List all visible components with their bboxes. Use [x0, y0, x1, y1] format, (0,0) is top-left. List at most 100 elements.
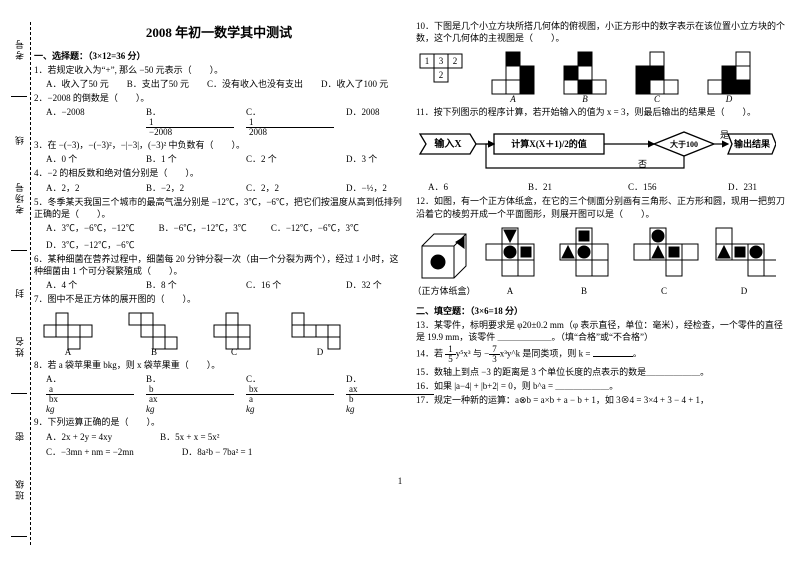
opt: A．3℃，−6℃，−12℃: [46, 221, 135, 234]
opt: A．6: [428, 180, 510, 193]
q13: 13．某零件，标明要求是 φ20±0.2 mm（φ 表示直径，单位：毫米），经检…: [416, 319, 786, 343]
right-column: 10．下图是几个小立方块所搭几何体的俯视图，小正方形中的数字表示在该位置小立方块…: [416, 18, 786, 460]
q6: 6．某种细菌在营养过程中，细菌每 20 分钟分裂一次（由一个分裂为两个），经过 …: [34, 253, 404, 277]
label-name: 姓名: [13, 335, 26, 357]
left-column: 2008 年初一数学其中测试 一、选择题：（3×12=36 分） 1．若规定收入…: [34, 18, 404, 460]
q4-options: A．2，2 B．−2，2 C．2，2 D．−½，2: [46, 181, 404, 194]
opt: B．1−2008: [146, 105, 228, 137]
svg-text:C: C: [231, 347, 237, 357]
opt: B．5x + x = 5x²: [160, 430, 219, 443]
binding-sidebar: 考号 线 考场号 封 姓名 密 班级: [6, 20, 32, 555]
svg-text:计算X(X＋1)/2的值: 计算X(X＋1)/2的值: [511, 138, 587, 149]
opt: B．−2，2: [146, 181, 228, 194]
opt: B．支出了50 元: [127, 77, 189, 90]
label-room: 考场号: [13, 181, 26, 214]
q17: 17．规定一种新的运算：a⊗b = a×b + a − b + 1，如 3⊗4 …: [416, 394, 786, 406]
opt: C．bxakg: [246, 372, 328, 414]
svg-text:大于100: 大于100: [670, 139, 698, 149]
cut-label: 封: [13, 287, 26, 298]
opt: A．abxkg: [46, 372, 128, 414]
opt: B．baxkg: [146, 372, 228, 414]
q6-options: A．4 个 B．8 个 C．16 个 D．32 个: [46, 278, 404, 291]
q3-options: A．0 个 B．1 个 C．2 个 D．3 个: [46, 152, 404, 165]
q12: 12．如图，有一个正方体纸盒，在它的三个侧面分别画有三角形、正方形和圆，现用一把…: [416, 195, 786, 219]
opt: C．12008: [246, 105, 328, 137]
label-class: 班级: [13, 478, 26, 500]
opt: C．156: [628, 180, 710, 193]
svg-text:2: 2: [453, 56, 458, 66]
opt: A．−2008: [46, 105, 128, 137]
opt: D．收入了100 元: [321, 77, 388, 90]
opt: D．8a²b − 7ba² = 1: [182, 445, 253, 458]
svg-text:C: C: [654, 94, 661, 104]
opt: D．3℃，−12℃，−6℃: [46, 238, 135, 251]
svg-text:A: A: [507, 286, 514, 296]
opt: A．收入了50 元: [46, 77, 109, 90]
svg-text:（正方体纸盒）: （正方体纸盒）: [416, 285, 476, 296]
q7: 7．图中不是正方体的展开图的（ ）。: [34, 293, 404, 305]
q9-options-row2: C．−3mn + nm = −2mn D．8a²b − 7ba² = 1: [46, 445, 404, 458]
opt: C．没有收入也没有支出: [207, 77, 303, 90]
svg-text:否: 否: [638, 159, 647, 169]
q9-options-row1: A．2x + 2y = 4xy B．5x + x = 5x²: [46, 430, 404, 443]
q8-options: A．abxkg B．baxkg C．bxakg D．axbkg: [46, 372, 404, 414]
opt: C．−12℃，−6℃，3℃: [271, 221, 359, 234]
svg-text:输入X: 输入X: [434, 137, 462, 150]
svg-text:输出结果: 输出结果: [734, 138, 771, 149]
q1-options: A．收入了50 元 B．支出了50 元 C．没有收入也没有支出 D．收入了100…: [46, 77, 404, 90]
q1: 1．若规定收入为“+”, 那么 −50 元表示（ ）。: [34, 64, 404, 76]
q3: 3．在 −(−3)，−(−3)²，−|−3|，(−3)² 中负数有（ ）。: [34, 139, 404, 151]
q5-options: A．3℃，−6℃，−12℃ B．−6℃，−12℃，3℃ C．−12℃，−6℃，3…: [46, 221, 404, 251]
svg-text:1: 1: [425, 56, 430, 66]
cut-label: 密: [13, 430, 26, 441]
q2-options: A．−2008 B．1−2008 C．12008 D．2008: [46, 105, 404, 137]
svg-text:D: D: [317, 347, 324, 357]
svg-text:D: D: [725, 94, 733, 104]
opt: B．21: [528, 180, 610, 193]
q4: 4．−2 的相反数和绝对值分别是（ ）。: [34, 167, 404, 179]
opt: A．2，2: [46, 181, 128, 194]
q5: 5．冬季某天我国三个城市的最高气温分别是 −12℃，3℃，−6℃，把它们按温度从…: [34, 196, 404, 220]
q7-figures: A B C D: [34, 307, 404, 357]
fold-line: [30, 22, 31, 545]
opt: A．0 个: [46, 152, 128, 165]
q16: 16．如果 |a−4| + |b+2| = 0，则 b^a = ＿＿＿＿＿＿。: [416, 380, 786, 392]
svg-text:是: 是: [720, 130, 729, 140]
svg-text:A: A: [509, 94, 516, 104]
svg-text:B: B: [581, 286, 587, 296]
section-1-header: 一、选择题：（3×12=36 分）: [34, 49, 404, 62]
svg-text:C: C: [661, 286, 667, 296]
q11-options: A．6 B．21 C．156 D．231: [428, 180, 786, 193]
opt: C．2，2: [246, 181, 328, 194]
q15: 15．数轴上到点 −3 的距离是 3 个单位长度的点表示的数是＿＿＿＿＿＿。: [416, 366, 786, 378]
q10: 10．下图是几个小立方块所搭几何体的俯视图，小正方形中的数字表示在该位置小立方块…: [416, 20, 786, 44]
svg-text:D: D: [741, 286, 748, 296]
svg-text:B: B: [151, 347, 157, 357]
q2: 2．−2008 的倒数是（ ）。: [34, 92, 404, 104]
svg-text:A: A: [65, 347, 72, 357]
opt: D．231: [728, 180, 800, 193]
opt: B．−6℃，−12℃，3℃: [159, 221, 247, 234]
label-examno: 考号: [13, 38, 26, 60]
q11: 11．按下列图示的程序计算，若开始输入的值为 x = 3，则最后输出的结果是（ …: [416, 106, 786, 118]
q14: 14．若 15y⁵x³ 与 −73x³y^k 是同类项，则 k = 。: [416, 345, 786, 364]
q8: 8．若 a 袋苹果重 bkg，则 x 袋苹果重（ ）。: [34, 359, 404, 371]
svg-text:B: B: [582, 94, 588, 104]
q12-figures: （正方体纸盒） A B C D: [416, 222, 786, 300]
q9: 9．下列运算正确的是（ ）。: [34, 416, 404, 428]
cut-label: 线: [13, 134, 26, 145]
opt: C．2 个: [246, 152, 328, 165]
q10-figures: 1322 A B C D: [416, 46, 786, 104]
opt: B．1 个: [146, 152, 228, 165]
svg-text:3: 3: [439, 56, 444, 66]
opt: A．2x + 2y = 4xy: [46, 430, 112, 443]
svg-text:2: 2: [439, 70, 444, 80]
exam-title: 2008 年初一数学其中测试: [34, 22, 404, 41]
opt: C．16 个: [246, 278, 328, 291]
q11-flowchart: 输入X 计算X(X＋1)/2的值 大于100 输出结果 是 否: [416, 120, 786, 178]
opt: C．−3mn + nm = −2mn: [46, 445, 134, 458]
opt: A．4 个: [46, 278, 128, 291]
page-number: 1: [0, 476, 800, 486]
section-2-header: 二、填空题：（3×6=18 分）: [416, 304, 786, 317]
opt: B．8 个: [146, 278, 228, 291]
